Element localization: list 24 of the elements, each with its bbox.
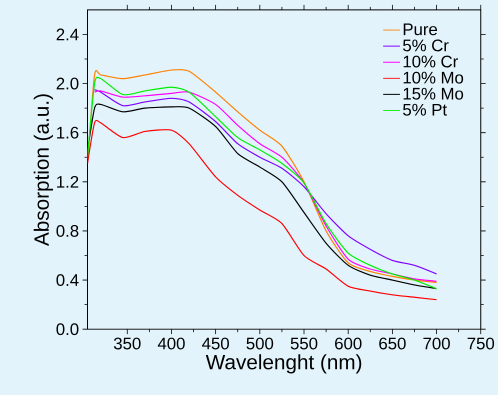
- y-tick-label: 2.0: [56, 78, 78, 90]
- x-axis-title: Wavelenght (nm): [206, 354, 362, 374]
- legend-label: Pure: [404, 23, 438, 36]
- x-tick-label: 500: [246, 337, 274, 350]
- legend-label: 10% Mo: [404, 72, 464, 84]
- y-tick-label: 0.8: [56, 224, 78, 237]
- y-tick-label: 0.4: [56, 274, 79, 286]
- x-tick-label: 550: [290, 337, 318, 350]
- legend-label: 5% Pt: [403, 104, 447, 116]
- x-tick-label: 750: [468, 337, 494, 350]
- y-axis-title: Absorption (a.u.): [34, 94, 54, 246]
- y-tick-label: 0.0: [56, 323, 78, 336]
- legend-label: 15% Mo: [404, 88, 464, 100]
- x-tick-label: 400: [158, 337, 185, 350]
- y-tick-label: 2.4: [56, 28, 79, 40]
- x-tick-label: 450: [202, 337, 229, 350]
- y-tick-label: 1.6: [57, 126, 78, 138]
- legend-label: 5% Cr: [403, 39, 449, 52]
- x-tick-label: 350: [114, 337, 141, 350]
- x-tick-label: 700: [423, 337, 450, 350]
- x-tick-label: 600: [335, 337, 362, 350]
- x-tick-label: 650: [379, 337, 406, 350]
- legend-label: 10% Cr: [404, 56, 458, 68]
- y-tick-label: 1.2: [57, 176, 78, 188]
